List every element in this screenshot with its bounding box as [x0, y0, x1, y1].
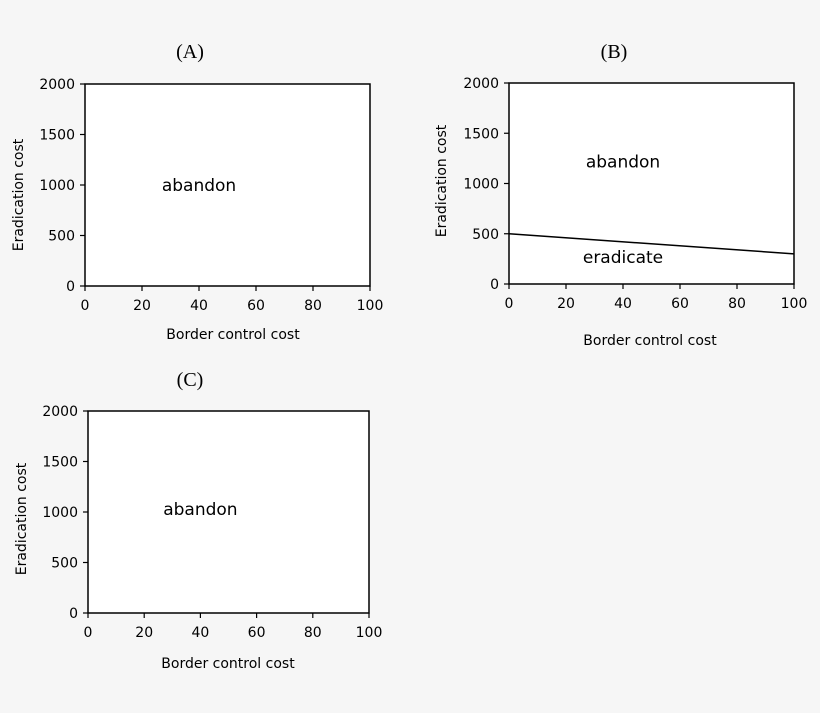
- panel-a-annotations: abandon: [162, 176, 236, 196]
- panel-b-y-ticks: 0 500 1000 1500 2000: [463, 76, 509, 293]
- panel-c-y-tick-label: 0: [69, 606, 78, 622]
- panel-c-annotations: abandon: [163, 500, 237, 520]
- panel-b-annotations: abandon eradicate: [583, 152, 663, 267]
- panel-a-x-tick-label: 100: [357, 298, 384, 314]
- panel-b-y-axis-label: Eradication cost: [434, 124, 450, 237]
- panel-a-x-tick-label: 80: [304, 298, 322, 314]
- panel-b-series: [508, 233, 795, 255]
- panel-c-x-tick-label: 80: [304, 625, 322, 641]
- panel-a-x-tick-label: 20: [133, 298, 151, 314]
- panel-a-y-tick-label: 2000: [39, 77, 75, 93]
- panel-b-y-tick-label: 1500: [463, 126, 499, 142]
- panel-b-x-tick-label: 40: [614, 296, 632, 312]
- panel-a-y-tick-label: 1500: [39, 128, 75, 144]
- panel-b-region-label-abandon: abandon: [586, 152, 660, 172]
- panel-a-title: (A): [176, 41, 204, 63]
- panel-a-x-ticks: 0 20 40 60 80 100: [81, 286, 384, 314]
- panel-c-x-tick-label: 40: [191, 625, 209, 641]
- panel-b: (B) 0 20 40 60 80 100 0 500 1000 1500 2000 abando…: [434, 41, 807, 349]
- panel-c-x-tick-label: 100: [356, 625, 383, 641]
- panel-b-x-tick-label: 60: [671, 296, 689, 312]
- panel-a: (A) 0 20 40 60 80 100 0 500 1000 1500 2000 abando…: [11, 41, 383, 343]
- panel-b-x-tick-label: 80: [728, 296, 746, 312]
- panel-c-y-tick-label: 500: [51, 556, 78, 572]
- panel-a-y-axis-label: Eradication cost: [11, 138, 27, 251]
- panel-b-x-tick-label: 100: [781, 296, 808, 312]
- panel-a-y-tick-label: 1000: [39, 178, 75, 194]
- panel-b-y-tick-label: 2000: [463, 76, 499, 92]
- panel-b-x-tick-label: 0: [505, 296, 514, 312]
- panel-c-x-axis-label: Border control cost: [161, 656, 295, 672]
- panel-c-y-tick-label: 1000: [42, 505, 78, 521]
- panel-c-x-tick-label: 0: [84, 625, 93, 641]
- panel-a-x-tick-label: 40: [190, 298, 208, 314]
- panel-b-threshold-line: [508, 233, 795, 255]
- panel-a-y-ticks: 0 500 1000 1500 2000: [39, 77, 85, 295]
- panel-a-x-tick-label: 0: [81, 298, 90, 314]
- panel-c-x-ticks: 0 20 40 60 80 100: [84, 613, 383, 641]
- panel-c-y-tick-label: 1500: [42, 455, 78, 471]
- panel-b-y-tick-label: 500: [472, 227, 499, 243]
- panel-b-x-tick-label: 20: [557, 296, 575, 312]
- panel-c-y-tick-label: 2000: [42, 404, 78, 420]
- panel-b-x-ticks: 0 20 40 60 80 100: [505, 284, 808, 312]
- panel-a-y-tick-label: 0: [66, 279, 75, 295]
- panel-c-x-tick-label: 60: [248, 625, 266, 641]
- panel-a-x-axis-label: Border control cost: [166, 327, 300, 343]
- panel-c-title: (C): [177, 369, 204, 391]
- panel-c-region-label-abandon: abandon: [163, 500, 237, 520]
- panel-b-region-label-eradicate: eradicate: [583, 248, 663, 268]
- panel-a-region-label-abandon: abandon: [162, 176, 236, 196]
- panel-b-x-axis-label: Border control cost: [583, 333, 717, 349]
- panel-c: (C) 0 20 40 60 80 100 0 500 1000 1500 2000 abando…: [14, 369, 382, 672]
- panel-c-y-ticks: 0 500 1000 1500 2000: [42, 404, 88, 622]
- panel-c-x-tick-label: 20: [135, 625, 153, 641]
- panel-a-x-tick-label: 60: [247, 298, 265, 314]
- panel-b-y-tick-label: 0: [490, 277, 499, 293]
- panel-a-plot-area: [84, 83, 371, 287]
- panel-a-y-tick-label: 500: [48, 229, 75, 245]
- panel-b-title: (B): [601, 41, 628, 63]
- panel-b-y-tick-label: 1000: [463, 177, 499, 193]
- panel-c-y-axis-label: Eradication cost: [14, 462, 30, 575]
- panel-c-plot-area: [87, 410, 370, 614]
